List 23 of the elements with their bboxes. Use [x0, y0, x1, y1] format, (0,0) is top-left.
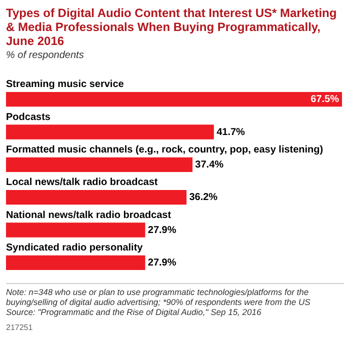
y-tick-label: Streaming music service: [6, 79, 124, 90]
source-note: Source: "Programmatic and the Rise of Digital Audio," Sep 15, 2016: [6, 307, 262, 317]
bar: [6, 92, 342, 107]
y-tick-label: Local news/talk radio broadcast: [6, 177, 158, 188]
bar: [6, 255, 146, 270]
y-tick-label: Podcasts: [6, 112, 51, 123]
data-label: 41.7%: [216, 126, 246, 138]
data-label: 27.9%: [148, 257, 176, 268]
chart-subtitle: % of respondents: [6, 50, 85, 61]
y-tick-label: Formatted music channels (e.g., rock, country, pop, easy listening): [6, 144, 324, 156]
bar: [6, 124, 214, 140]
data-label: 67.5%: [310, 94, 340, 106]
data-label: 36.2%: [189, 192, 218, 204]
text: Note: n=348 who use or plan to use programmatic technologies/platforms for the buying/selling of digital audio advertising; *90% of respondents were from the US: [6, 287, 312, 307]
bar: [6, 222, 146, 238]
data-label: 37.4%: [195, 159, 224, 170]
data-label: 27.9%: [148, 224, 176, 236]
y-tick-label: National news/talk radio broadcast: [6, 210, 172, 221]
text: 217251: [6, 323, 34, 332]
y-tick-label: Syndicated radio personality: [6, 242, 144, 254]
bar: [6, 190, 187, 205]
bar: [6, 157, 192, 172]
chart-title: Types of Digital Audio Content that Interest US* Marketing & Media Professionals When Buying Programmatically, June 2016: [6, 6, 338, 48]
